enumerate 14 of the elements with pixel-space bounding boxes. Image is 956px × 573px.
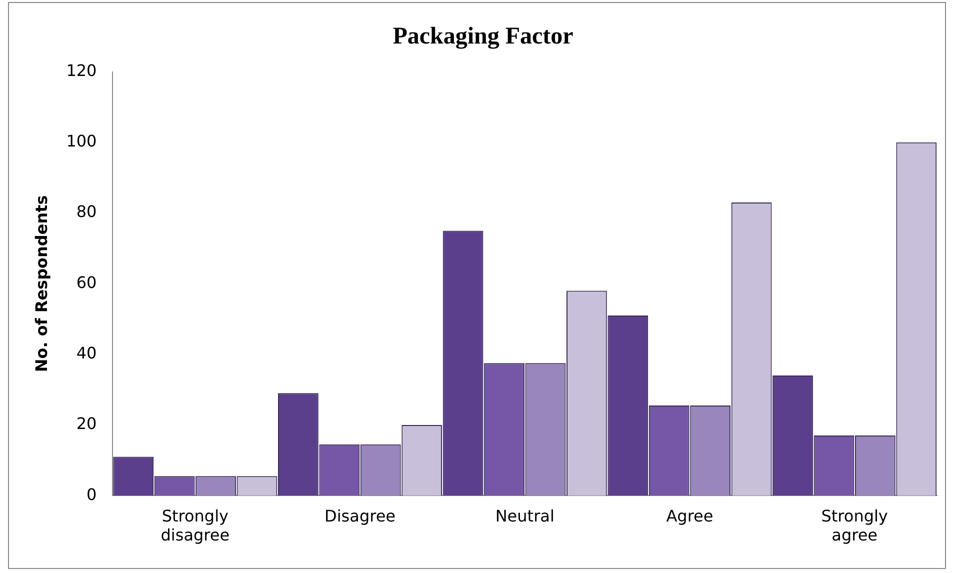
x-tick-label: Agree (666, 506, 714, 526)
y-tick-label: 60 (76, 272, 97, 292)
y-tick-label: 120 (66, 60, 97, 80)
y-tick-label: 20 (76, 414, 97, 434)
y-tick-label: 80 (76, 202, 97, 222)
x-tick-label: Strongly disagree (160, 506, 230, 545)
y-tick-label: 100 (66, 132, 97, 151)
x-tick-label: Neutral (495, 506, 554, 526)
x-tick-label: Disagree (324, 506, 396, 526)
chart-title: Packaging Factor (392, 24, 574, 50)
y-tick-label: 40 (76, 343, 97, 362)
y-axis-title: No. of Respondents (32, 195, 51, 372)
y-tick-label: 0 (86, 484, 97, 504)
x-tick-label: Strongly agree (821, 506, 888, 545)
